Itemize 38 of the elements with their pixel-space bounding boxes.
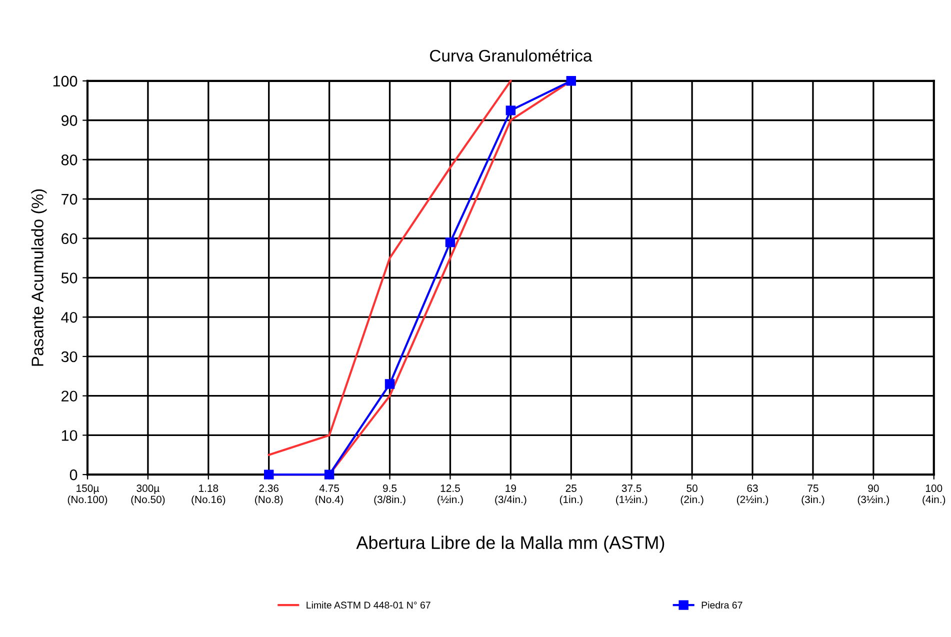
point <box>445 237 456 248</box>
x-tick-label: 1.18 (No.16) <box>192 484 226 506</box>
y-tick-label: 100 <box>53 76 78 87</box>
chart-title: Curva Granulométrica <box>430 49 592 62</box>
legend-label: Limite ASTM D 448-01 N° 67 <box>306 601 430 609</box>
y-tick-label: 40 <box>61 312 78 323</box>
y-tick-label: 30 <box>61 351 78 362</box>
x-tick-label: 63 (2½in.) <box>736 484 768 506</box>
x-tick-label: 12.5 (½in.) <box>438 484 463 506</box>
y-tick-label: 70 <box>62 194 78 205</box>
x-tick-label: 4.75 (No.4) <box>315 484 344 506</box>
x-tick-label: 37.5 (1½in.) <box>616 484 648 506</box>
y-tick-label: 10 <box>62 430 78 441</box>
x-tick-label: 150µ (No.100) <box>68 484 108 506</box>
line-series <box>268 80 512 456</box>
x-tick-label: 90 (3½in.) <box>858 484 889 506</box>
point <box>384 379 395 389</box>
point <box>506 106 516 116</box>
legend-label: Piedra 67 <box>702 601 742 609</box>
x-tick-label: 19 (3/4in.) <box>495 484 526 506</box>
x-tick-label: 50 (2in.) <box>680 484 704 506</box>
y-tick-label: 80 <box>61 154 78 166</box>
x-tick-label: 25 (1in.) <box>560 484 582 506</box>
y-tick-label: 0 <box>70 469 78 480</box>
x-tick-label: 100 (4in.) <box>922 484 946 506</box>
point <box>566 76 576 86</box>
point <box>324 470 334 480</box>
x-tick-label: 9.5 (3/8in.) <box>374 484 406 506</box>
y-tick-label: 50 <box>61 272 78 284</box>
x-tick-label: 75 (3in.) <box>802 484 824 506</box>
x-tick-label: 2.36 (No.8) <box>255 484 283 506</box>
x-tick-label: 300µ (No.50) <box>131 484 165 506</box>
y-axis-title: Pasante Acumulado (%) <box>31 189 47 366</box>
x-axis-title: Abertura Libre de la Malla mm (ASTM) <box>356 536 664 553</box>
point <box>264 470 274 480</box>
y-tick-label: 20 <box>62 390 78 402</box>
y-tick-label: 90 <box>61 115 78 126</box>
y-tick-label: 60 <box>62 233 78 244</box>
